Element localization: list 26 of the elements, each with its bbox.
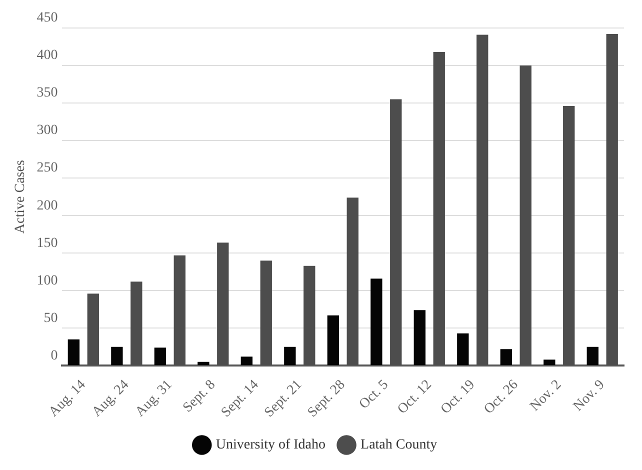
x-tick-label: Oct. 5 [356,377,392,412]
x-tick-label: Aug. 14 [46,377,89,420]
y-tick-label: 250 [36,160,58,176]
x-tick-label: Sept. 14 [218,377,262,420]
y-tick-label: 100 [36,273,58,288]
x-tick-label: Aug. 31 [132,377,176,420]
x-tick-label: Sept. 21 [262,377,306,420]
x-tick-label: Aug. 24 [90,377,132,420]
y-tick-label: 400 [36,48,58,64]
y-tick-label: 150 [36,236,58,251]
legend-label: University of Idaho [216,438,326,453]
y-tick-label: 300 [36,123,58,138]
x-tick-label: Oct. 19 [438,377,478,418]
x-tick-label: Sept. 8 [180,377,219,416]
y-axis-title: Active Cases [13,160,28,234]
x-tick-label: Sept. 28 [305,377,348,420]
legend-label: Latah County [360,438,438,453]
x-tick-label: Oct. 26 [482,377,522,418]
x-tick-label: Nov. 9 [570,377,608,414]
x-tick-label: Oct. 12 [395,377,435,418]
y-tick-label: 450 [36,10,58,26]
x-tick-label: Nov. 2 [528,377,565,414]
y-tick-label: 200 [36,198,58,214]
y-tick-label: 50 [44,310,58,326]
y-tick-label: 350 [36,86,58,101]
y-tick-label: 0 [50,348,58,364]
